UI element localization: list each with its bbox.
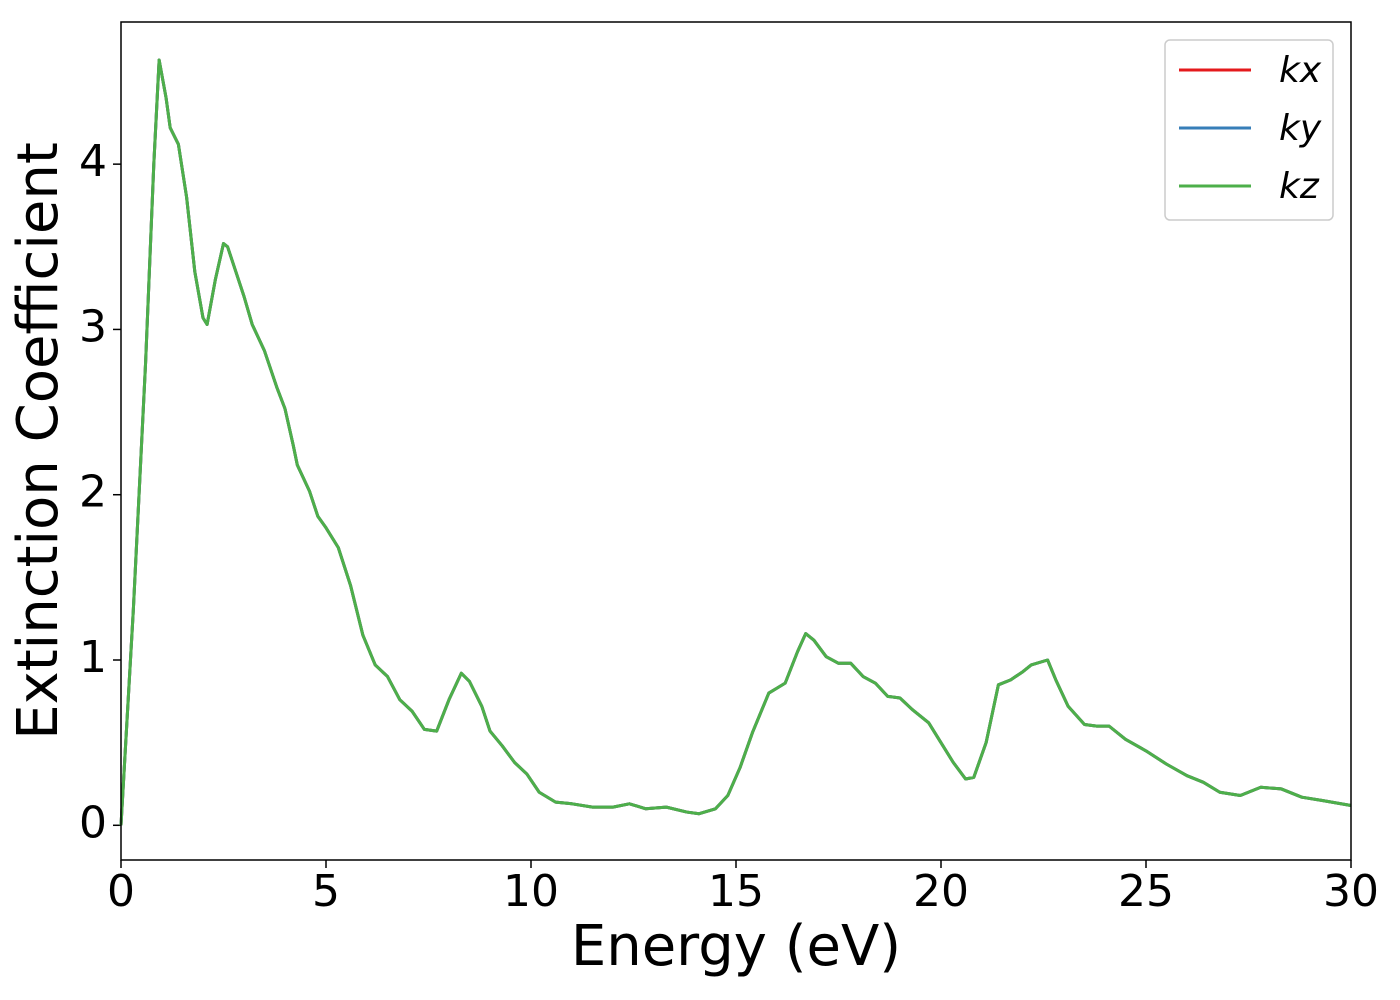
series-line [119,58,1352,826]
x-axis-label: Energy (eV) [571,914,901,979]
legend: kx ky kz [1164,39,1334,221]
legend-label: kz [1279,166,1320,207]
x-tick-label: 15 [708,866,764,917]
x-tick-label: 10 [503,866,559,917]
x-tick-label: 20 [913,866,969,917]
y-tick-label: 1 [79,632,107,683]
y-tick-label: 2 [79,467,107,518]
x-tick-label: 30 [1323,866,1379,917]
legend-box [1164,39,1334,221]
y-tick-label: 0 [79,797,107,848]
x-tick-label: 0 [107,866,135,917]
y-axis-label: Extinction Coefficient [6,142,71,740]
plot-frame [120,21,1352,861]
legend-label: kx [1279,50,1322,91]
x-tick-label: 25 [1118,866,1174,917]
y-tick-label: 3 [79,301,107,352]
y-tick-label: 4 [79,136,107,187]
legend-label: ky [1279,108,1322,149]
x-tick-label: 5 [312,866,340,917]
